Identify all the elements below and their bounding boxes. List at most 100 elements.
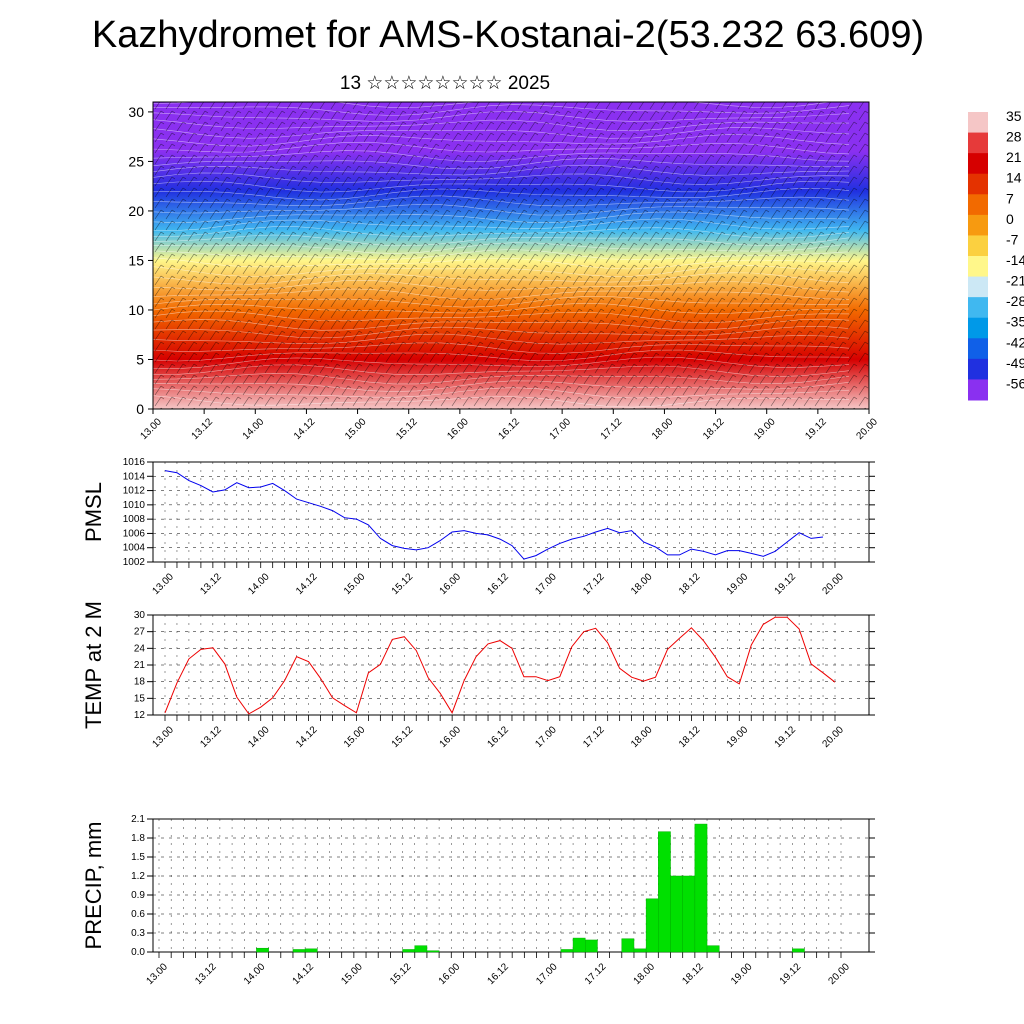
y-tick-label: 0.0 [131,947,145,958]
x-tick-label: 14.12 [294,571,320,597]
y-tick-label: 1.8 [131,833,145,844]
x-tick-label: 19.12 [773,724,799,750]
y-tick-label: 18 [134,677,146,688]
precip-bar [572,937,586,953]
colorbar-label: -35 [1006,314,1024,330]
wind-barbs [153,102,869,409]
y-axis-label: TEMP at 2 M [81,601,106,729]
x-tick-label: 20.00 [826,961,852,987]
colorbar-label: 7 [1006,190,1014,206]
chart-subtitle: 13 ☆☆☆☆☆☆☆☆ 2025 [339,73,551,94]
x-tick-label: 15.00 [339,961,365,987]
y-tick-label: 0.3 [131,928,145,939]
x-tick-label: 18.12 [701,416,727,442]
x-tick-label: 15.00 [343,416,369,442]
precip-bar [304,948,318,953]
precip-bar [585,939,598,953]
colorbar-label: 35 [1006,108,1022,124]
x-tick-label: 19.00 [725,724,751,750]
y-tick-label: 1016 [123,457,146,468]
precip-bar [633,948,647,953]
x-tick-label: 18.12 [677,724,703,750]
x-tick-label: 16.12 [485,724,511,750]
y-tick-label: 1012 [123,486,146,497]
x-tick-label: 20.00 [820,571,846,597]
x-tick-label: 14.12 [291,961,317,987]
colorbar-swatch [968,297,988,319]
precip-bar [621,938,635,953]
colorbar-label: -7 [1006,231,1019,247]
colorbar-swatch [968,132,988,154]
x-tick-label: 13.12 [198,571,224,597]
colorbar-swatch [968,276,988,298]
x-tick-label: 16.00 [438,724,464,750]
x-tick-label: 13.00 [138,416,164,442]
y-tick-label: 15 [134,693,146,704]
y-tick-label: 0.6 [131,909,145,920]
y-tick-label: 1008 [123,514,146,525]
colorbar-label: 0 [1006,211,1014,227]
x-tick-label: 14.00 [246,571,272,597]
x-tick-label: 19.12 [803,416,829,442]
y-tick-label: 0 [136,401,144,417]
x-tick-label: 17.12 [599,416,625,442]
precip-bar [256,947,269,953]
colorbar-swatch [968,214,988,236]
precip-bar [426,950,440,953]
colorbar-swatch [968,194,988,216]
x-tick-label: 16.12 [485,571,511,597]
x-tick-label: 15.12 [394,416,420,442]
y-tick-label: 30 [128,104,144,120]
y-tick-label: 1010 [123,500,146,511]
y-tick-label: 1.2 [131,871,145,882]
y-tick-label: 0.9 [131,890,145,901]
x-tick-label: 20.00 [854,416,880,442]
precip-bar [694,823,708,953]
colorbar-label: -14 [1006,252,1024,268]
precipitation-panel: 0.0 0.3 0.6 0.9 1.2 1.5 1.8 2.1 13.00 13.12 14.00 1… [81,814,875,987]
y-tick-label: 1004 [123,543,146,554]
x-tick-label: 19.00 [725,571,751,597]
precip-bar [658,831,671,953]
x-tick-label: 16.00 [438,571,464,597]
y-tick-label: 1.5 [131,852,145,863]
x-tick-label: 13.00 [150,571,176,597]
x-tick-label: 13.00 [144,961,170,987]
x-tick-label: 18.12 [680,961,706,987]
colorbar-label: -42 [1006,334,1024,350]
x-tick-label: 14.12 [294,724,320,750]
y-tick-label: 20 [128,203,144,219]
precip-bar [292,949,306,953]
precip-bar [402,949,416,953]
x-tick-label: 16.00 [445,416,471,442]
x-tick-label: 17.00 [533,724,559,750]
colorbar-swatch [968,112,988,134]
colorbar-label: -49 [1006,355,1024,371]
precip-bar [645,898,659,953]
colorbar-swatch [968,256,988,278]
temperature-panel: 12 15 18 21 24 27 30 13.00 13.12 14.00 14.12 15.00 1… [81,601,875,750]
x-tick-label: 19.00 [729,961,755,987]
x-tick-label: 13.00 [150,724,176,750]
x-tick-label: 15.12 [388,961,414,987]
y-tick-label: 25 [128,153,144,169]
colorbar-swatch [968,153,988,175]
precip-bar [792,948,805,953]
y-tick-label: 30 [134,610,146,621]
colorbar-label: -21 [1006,273,1024,289]
x-tick-label: 16.12 [496,416,522,442]
y-tick-label: 1006 [123,528,146,539]
x-tick-label: 19.12 [773,571,799,597]
x-tick-label: 19.12 [778,961,804,987]
x-tick-label: 18.00 [632,961,658,987]
x-tick-label: 16.00 [437,961,463,987]
x-tick-label: 13.12 [198,724,224,750]
x-tick-label: 16.12 [485,961,511,987]
pmsl-panel: 1002 1004 1006 1008 1010 1012 1014 1016 13.00 13.… [81,457,875,597]
colorbar-swatch [968,173,988,195]
colorbar-swatch [968,235,988,257]
series-line [164,470,824,560]
y-tick-label: 27 [134,627,146,638]
x-tick-label: 17.12 [583,961,609,987]
x-tick-label: 18.12 [677,571,703,597]
